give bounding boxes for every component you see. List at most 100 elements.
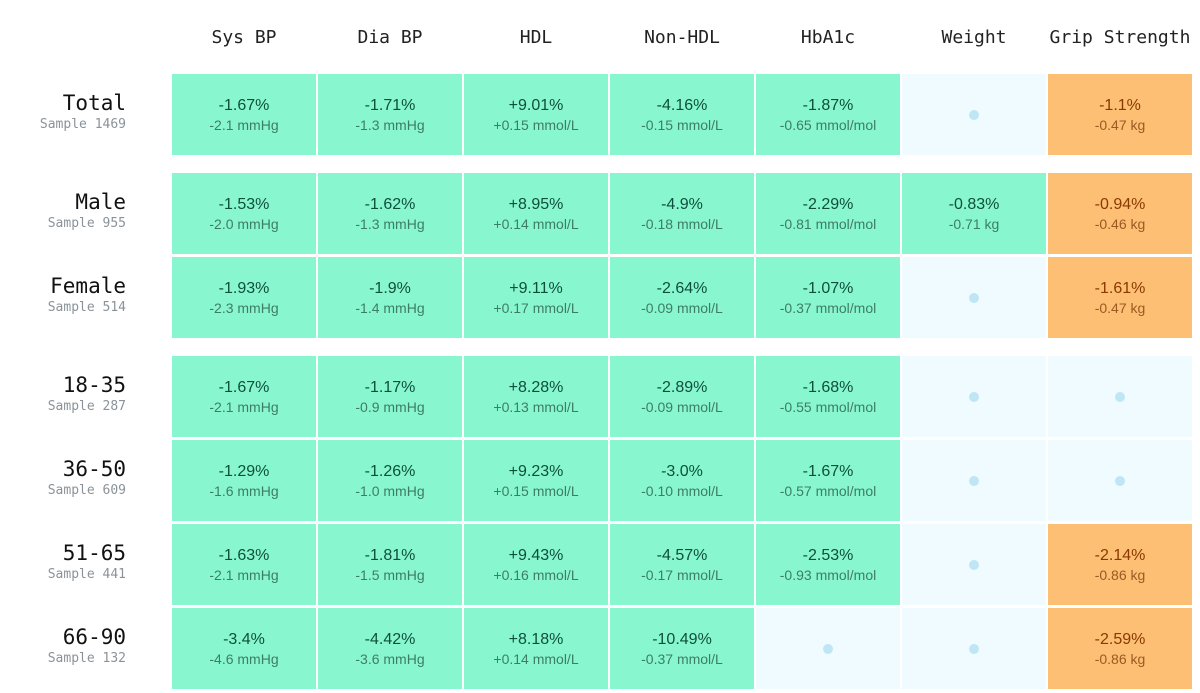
heatmap-cell-total-hba1c: -1.87% -0.65 mmol/mol xyxy=(756,74,900,155)
not-significant-dot xyxy=(1115,392,1125,402)
cell-absolute-change: -2.1 mmHg xyxy=(209,117,279,133)
cell-percent-change: -0.94% xyxy=(1094,196,1146,213)
cell-percent-change: -1.07% xyxy=(802,280,854,297)
cell-percent-change: -1.62% xyxy=(364,196,416,213)
heatmap-cell-18-35-sys-bp: -1.67% -2.1 mmHg xyxy=(172,356,316,437)
cell-percent-change: -1.26% xyxy=(364,463,416,480)
heatmap-cell-female-hdl: +9.11% +0.17 mmol/L xyxy=(464,257,608,338)
cell-absolute-change: -1.3 mmHg xyxy=(355,117,425,133)
heatmap-cell-66-90-hdl: +8.18% +0.14 mmol/L xyxy=(464,608,608,689)
cell-percent-change: +9.23% xyxy=(508,463,564,480)
cell-percent-change: -1.63% xyxy=(218,547,270,564)
cell-percent-change: -2.29% xyxy=(802,196,854,213)
heatmap-cell-total-dia-bp: -1.71% -1.3 mmHg xyxy=(318,74,462,155)
row-sample-size: Sample 287 xyxy=(47,399,126,414)
heatmap-cell-66-90-non-hdl: -10.49% -0.37 mmol/L xyxy=(610,608,754,689)
cell-percent-change: -4.9% xyxy=(661,196,703,213)
cell-percent-change: -1.81% xyxy=(364,547,416,564)
cell-absolute-change: +0.15 mmol/L xyxy=(493,483,579,499)
cell-absolute-change: -0.93 mmol/mol xyxy=(779,567,877,583)
row-label-total: Total Sample 1469 xyxy=(0,90,126,134)
cell-absolute-change: -0.9 mmHg xyxy=(355,399,425,415)
row-label-51-65: 51-65 Sample 441 xyxy=(0,540,126,584)
heatmap-cell-36-50-dia-bp: -1.26% -1.0 mmHg xyxy=(318,440,462,521)
cell-absolute-change: -0.37 mmol/mol xyxy=(779,300,877,316)
heatmap-cell-male-grip-strength: -0.94% -0.46 kg xyxy=(1048,173,1192,254)
cell-absolute-change: -1.0 mmHg xyxy=(355,483,425,499)
heatmap-cell-36-50-hba1c: -1.67% -0.57 mmol/mol xyxy=(756,440,900,521)
heatmap-cell-66-90-weight xyxy=(902,608,1046,689)
cell-percent-change: -2.14% xyxy=(1094,547,1146,564)
cell-absolute-change: +0.16 mmol/L xyxy=(493,567,579,583)
heatmap-cell-51-65-non-hdl: -4.57% -0.17 mmol/L xyxy=(610,524,754,605)
heatmap-cell-18-35-dia-bp: -1.17% -0.9 mmHg xyxy=(318,356,462,437)
cell-percent-change: -2.53% xyxy=(802,547,854,564)
not-significant-dot xyxy=(969,644,979,654)
cell-percent-change: -1.17% xyxy=(364,379,416,396)
not-significant-dot xyxy=(969,293,979,303)
cell-percent-change: +9.43% xyxy=(508,547,564,564)
row-title: Total xyxy=(62,91,126,115)
cell-percent-change: -1.93% xyxy=(218,280,270,297)
heatmap-cell-51-65-dia-bp: -1.81% -1.5 mmHg xyxy=(318,524,462,605)
cell-absolute-change: -4.6 mmHg xyxy=(209,651,279,667)
cell-absolute-change: -1.4 mmHg xyxy=(355,300,425,316)
heatmap-cell-36-50-non-hdl: -3.0% -0.10 mmol/L xyxy=(610,440,754,521)
heatmap-cell-18-35-hba1c: -1.68% -0.55 mmol/mol xyxy=(756,356,900,437)
heatmap-cell-female-weight xyxy=(902,257,1046,338)
row-title: Female xyxy=(50,274,126,298)
heatmap-cell-66-90-sys-bp: -3.4% -4.6 mmHg xyxy=(172,608,316,689)
cell-absolute-change: -1.6 mmHg xyxy=(209,483,279,499)
heatmap-cell-18-35-hdl: +8.28% +0.13 mmol/L xyxy=(464,356,608,437)
column-header-non-hdl: Non-HDL xyxy=(644,27,720,48)
cell-absolute-change: -0.86 kg xyxy=(1094,567,1146,583)
cell-percent-change: +8.95% xyxy=(508,196,564,213)
cell-absolute-change: -0.18 mmol/L xyxy=(641,216,723,232)
heatmap-cell-male-weight: -0.83% -0.71 kg xyxy=(902,173,1046,254)
cell-absolute-change: -0.57 mmol/mol xyxy=(779,483,877,499)
row-sample-size: Sample 1469 xyxy=(39,117,126,132)
row-label-female: Female Sample 514 xyxy=(0,273,126,317)
heatmap-cell-36-50-hdl: +9.23% +0.15 mmol/L xyxy=(464,440,608,521)
cell-percent-change: -1.67% xyxy=(218,379,270,396)
cell-percent-change: +9.01% xyxy=(508,97,564,114)
heatmap-cell-51-65-weight xyxy=(902,524,1046,605)
row-sample-size: Sample 955 xyxy=(47,216,126,231)
cell-absolute-change: -0.10 mmol/L xyxy=(641,483,723,499)
cell-absolute-change: -0.65 mmol/mol xyxy=(779,117,877,133)
cell-percent-change: -4.42% xyxy=(364,631,416,648)
cell-absolute-change: -2.1 mmHg xyxy=(209,567,279,583)
heatmap-cell-36-50-grip-strength xyxy=(1048,440,1192,521)
cell-absolute-change: -0.17 mmol/L xyxy=(641,567,723,583)
heatmap-cell-36-50-sys-bp: -1.29% -1.6 mmHg xyxy=(172,440,316,521)
heatmap-cell-male-hdl: +8.95% +0.14 mmol/L xyxy=(464,173,608,254)
cell-absolute-change: -3.6 mmHg xyxy=(355,651,425,667)
cell-absolute-change: -0.86 kg xyxy=(1094,651,1146,667)
row-label-66-90: 66-90 Sample 132 xyxy=(0,624,126,668)
row-label-18-35: 18-35 Sample 287 xyxy=(0,372,126,416)
heatmap-cell-18-35-weight xyxy=(902,356,1046,437)
cell-percent-change: -0.83% xyxy=(948,196,1000,213)
heatmap-cell-51-65-hdl: +9.43% +0.16 mmol/L xyxy=(464,524,608,605)
row-title: Male xyxy=(75,190,126,214)
heatmap-cell-18-35-grip-strength xyxy=(1048,356,1192,437)
cell-percent-change: -1.1% xyxy=(1099,97,1141,114)
cell-absolute-change: +0.13 mmol/L xyxy=(493,399,579,415)
row-sample-size: Sample 514 xyxy=(47,300,126,315)
heatmap-cell-male-hba1c: -2.29% -0.81 mmol/mol xyxy=(756,173,900,254)
row-title: 51-65 xyxy=(62,541,126,565)
heatmap-cell-66-90-grip-strength: -2.59% -0.86 kg xyxy=(1048,608,1192,689)
cell-absolute-change: -1.5 mmHg xyxy=(355,567,425,583)
not-significant-dot xyxy=(1115,476,1125,486)
heatmap-cell-total-grip-strength: -1.1% -0.47 kg xyxy=(1048,74,1192,155)
not-significant-dot xyxy=(969,392,979,402)
heatmap-cell-female-non-hdl: -2.64% -0.09 mmol/L xyxy=(610,257,754,338)
cell-absolute-change: -0.37 mmol/L xyxy=(641,651,723,667)
cell-absolute-change: -2.1 mmHg xyxy=(209,399,279,415)
cell-absolute-change: -0.71 kg xyxy=(948,216,1000,232)
cell-percent-change: -1.53% xyxy=(218,196,270,213)
heatmap-cell-36-50-weight xyxy=(902,440,1046,521)
cell-absolute-change: -0.81 mmol/mol xyxy=(779,216,877,232)
cell-absolute-change: +0.14 mmol/L xyxy=(493,651,579,667)
column-header-hba1c: HbA1c xyxy=(800,27,856,48)
